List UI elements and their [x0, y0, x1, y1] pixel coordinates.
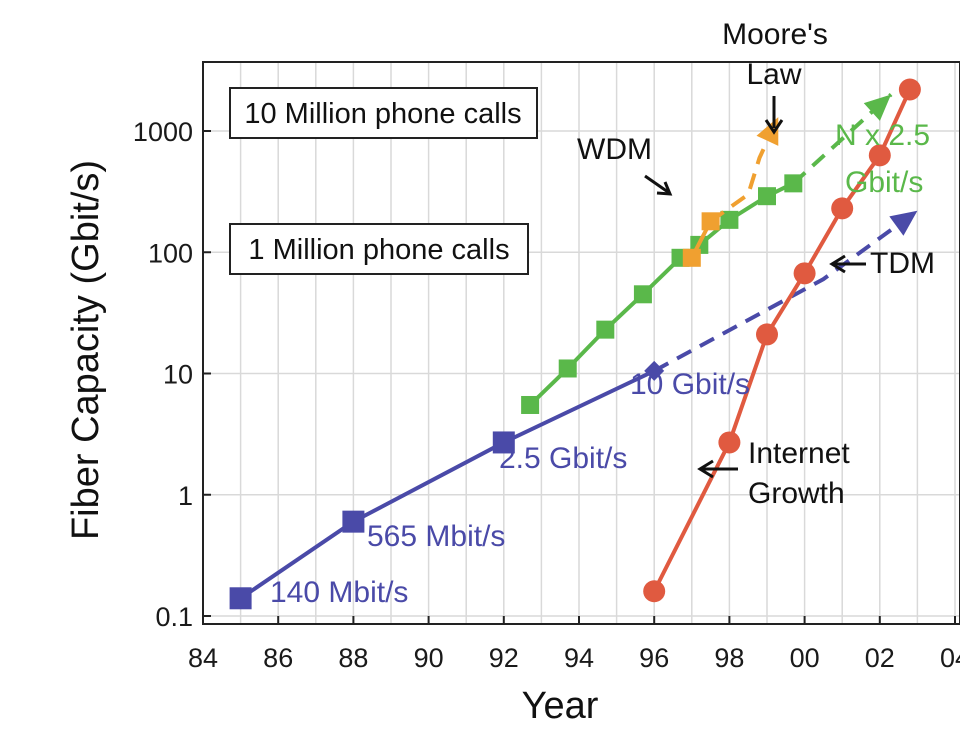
wdm-arrow — [644, 174, 669, 194]
x-tick-label: 00 — [790, 643, 820, 673]
data-point — [898, 78, 921, 101]
x-tick-label: 98 — [714, 643, 744, 673]
label-10-gbit: 10 Gbit/s — [630, 368, 750, 401]
data-point — [342, 510, 365, 533]
data-point — [831, 197, 854, 220]
x-tick-label: 94 — [564, 643, 594, 673]
y-axis-ticks: 0.1 1 10 100 1000 — [133, 117, 211, 632]
tdm-arrowhead — [829, 254, 846, 274]
data-point — [644, 360, 665, 381]
annotation-internet: Internet — [748, 437, 850, 470]
data-point — [229, 587, 252, 610]
x-tick-label: 90 — [414, 643, 444, 673]
series-n-x-2-5-gbit-s — [521, 93, 893, 414]
data-point — [793, 262, 816, 285]
data-point — [756, 323, 778, 346]
annotation-wdm: WDM — [577, 133, 652, 166]
series-wdm — [682, 116, 781, 267]
x-tick-label: 92 — [489, 643, 519, 673]
y-tick-label: 1000 — [133, 117, 193, 147]
data-point — [633, 285, 652, 304]
series-projection — [653, 209, 919, 373]
data-point — [720, 210, 739, 229]
x-tick-label: 84 — [188, 643, 218, 673]
series-tdm — [229, 209, 919, 610]
data-point — [701, 212, 720, 231]
label-565-mbit: 565 Mbit/s — [367, 520, 505, 553]
annotation-n-x-2-5: N x 2.5 — [835, 119, 930, 152]
y-tick-label: 10 — [163, 360, 193, 390]
x-tick-label: 04 — [940, 643, 960, 673]
x-tick-label: 96 — [639, 643, 669, 673]
y-axis-title: Fiber Capacity (Gbit/s) — [65, 160, 107, 540]
data-point — [758, 187, 776, 206]
data-point — [718, 431, 741, 454]
data-point — [682, 248, 701, 267]
annotation-moores: Moore's — [722, 18, 828, 51]
annotation-gbit-s: Gbit/s — [845, 166, 923, 199]
projection-arrowhead — [863, 94, 892, 121]
series-line — [239, 369, 656, 600]
series-internet-growth — [643, 78, 921, 603]
data-point — [521, 395, 540, 414]
annotation-law: Law — [746, 58, 801, 91]
data-point — [558, 359, 577, 378]
annotation-arrows — [644, 96, 866, 479]
box-10-million — [229, 87, 538, 139]
y-tick-label: 100 — [148, 238, 193, 268]
x-tick-label: 02 — [865, 643, 895, 673]
wdm-arrowhead — [656, 181, 673, 196]
box-1-million-label: 1 Million phone calls — [248, 234, 509, 266]
x-tick-label: 86 — [263, 643, 293, 673]
x-axis-ticks: 84 86 88 90 92 94 96 98 00 02 04 — [188, 616, 960, 673]
y-tick-label: 1 — [178, 481, 193, 511]
label-140-mbit: 140 Mbit/s — [270, 576, 408, 609]
x-tick-label: 88 — [338, 643, 368, 673]
internet-arrowhead — [697, 459, 714, 479]
annotation-growth: Growth — [748, 477, 845, 510]
moores-law-arrowhead — [764, 119, 784, 135]
box-1-million — [229, 223, 529, 275]
series-layer — [229, 78, 921, 610]
label-2-5-gbit: 2.5 Gbit/s — [499, 442, 627, 475]
data-point — [784, 174, 803, 193]
projection-arrowhead — [889, 210, 918, 236]
data-point — [643, 580, 666, 603]
data-point — [596, 320, 615, 339]
data-point — [868, 144, 891, 167]
y-tick-label: 0.1 — [155, 602, 193, 632]
data-point — [492, 431, 515, 454]
x-axis-title: Year — [522, 685, 599, 727]
plot-frame — [202, 61, 960, 625]
annotation-tdm: TDM — [870, 247, 935, 280]
box-10-million-label: 10 Million phone calls — [244, 98, 521, 130]
